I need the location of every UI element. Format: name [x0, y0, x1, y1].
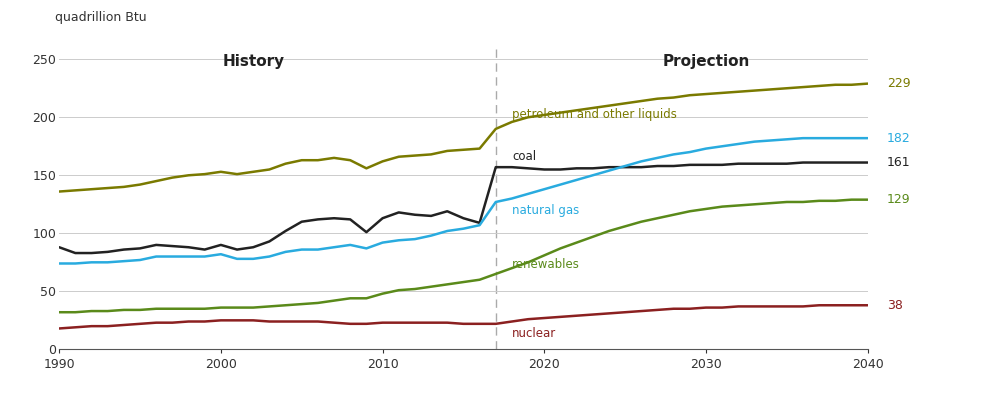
Text: renewables: renewables [512, 258, 580, 271]
Text: natural gas: natural gas [512, 204, 579, 217]
Text: 38: 38 [887, 299, 903, 312]
Text: 129: 129 [887, 193, 911, 206]
Text: quadrillion Btu: quadrillion Btu [55, 10, 147, 23]
Text: 182: 182 [887, 132, 911, 145]
Text: 229: 229 [887, 77, 911, 90]
Text: Projection: Projection [663, 54, 749, 69]
Text: petroleum and other liquids: petroleum and other liquids [512, 108, 676, 121]
Text: 161: 161 [887, 156, 911, 169]
Text: coal: coal [512, 150, 536, 163]
Text: History: History [222, 54, 284, 69]
Text: nuclear: nuclear [512, 327, 556, 339]
